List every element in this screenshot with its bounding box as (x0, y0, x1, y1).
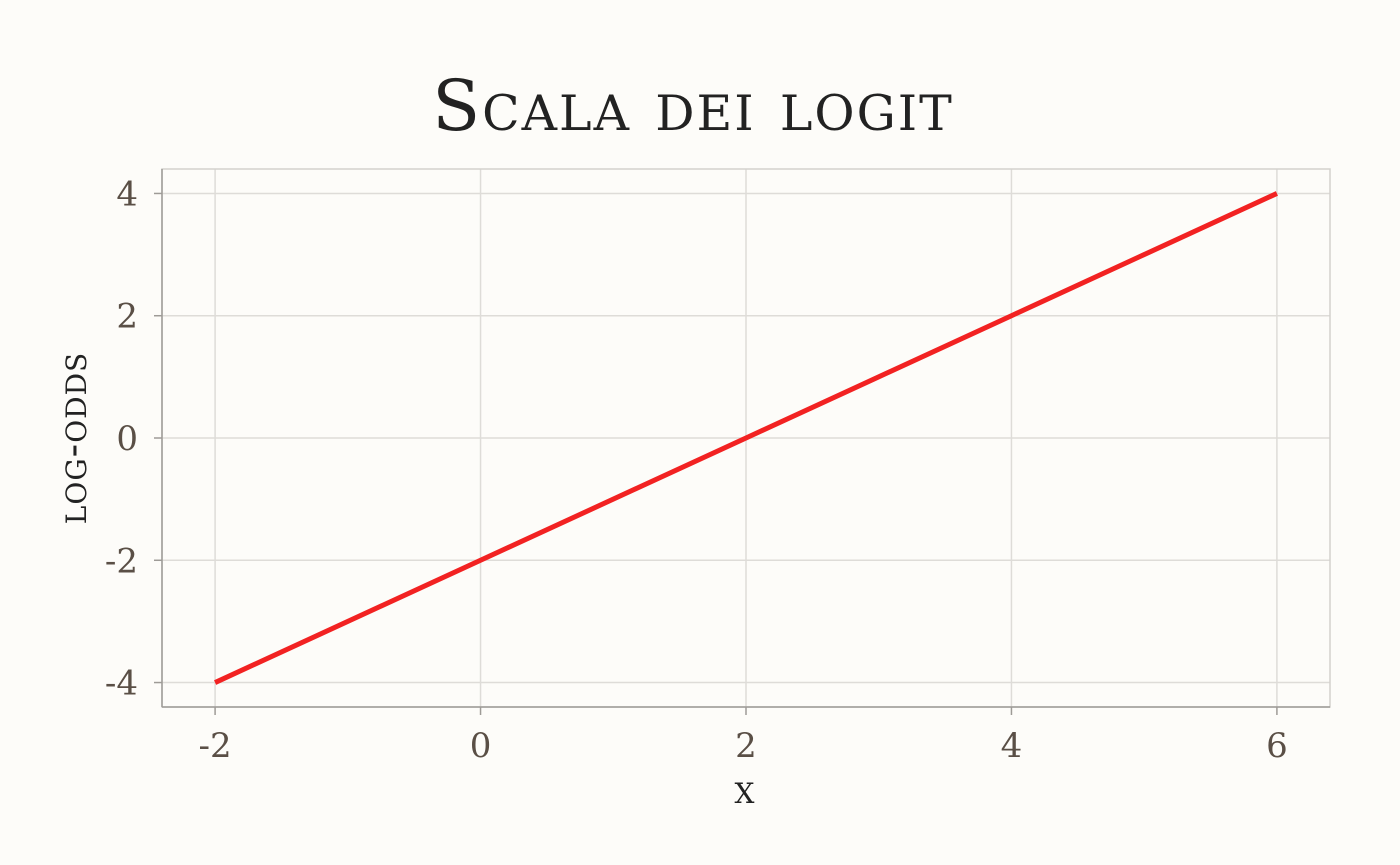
y-tick-label: 0 (116, 419, 138, 459)
series-line (214, 191, 1278, 685)
x-tick-label: 4 (1001, 726, 1023, 766)
y-tick-label: -4 (105, 664, 138, 704)
x-tick-label: -2 (199, 726, 232, 766)
y-axis-label: log-odds (50, 352, 96, 524)
chart-title: Scala dei logit (432, 65, 954, 147)
grid (162, 169, 1330, 707)
x-tick-label: 6 (1266, 726, 1288, 766)
x-tick-label: 0 (470, 726, 492, 766)
x-tick-label: 2 (735, 726, 757, 766)
y-tick-label: -2 (105, 541, 138, 581)
y-tick-label: 4 (116, 174, 138, 214)
x-axis-label: x (735, 767, 756, 813)
series-layer (214, 191, 1278, 685)
y-tick-label: 2 (116, 297, 138, 337)
axes (154, 169, 1330, 715)
tick-labels: -2 0 2 4 6 -4 -2 0 2 4 (105, 174, 1288, 766)
